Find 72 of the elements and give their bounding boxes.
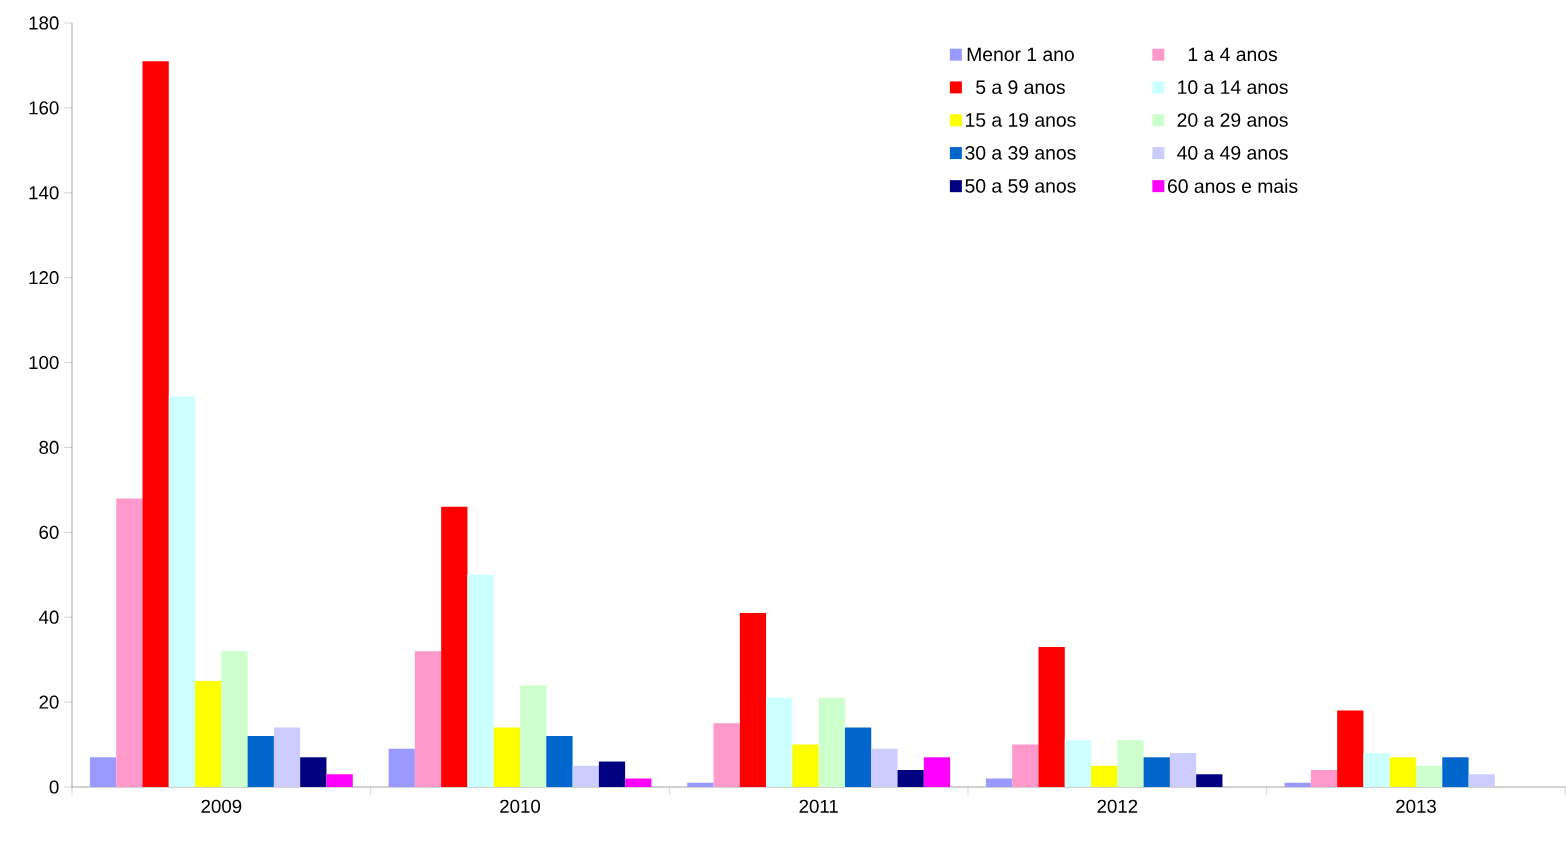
bar	[441, 506, 468, 787]
bar	[871, 748, 898, 787]
bar	[572, 765, 599, 787]
y-tick-label: 140	[29, 186, 59, 200]
x-tick-label: 2011	[799, 799, 838, 813]
bar	[985, 778, 1013, 787]
bar	[844, 727, 872, 787]
y-tick-label: 80	[39, 440, 59, 455]
bar	[1169, 753, 1197, 787]
bar	[687, 782, 714, 787]
bar	[116, 498, 143, 787]
x-tick-label: 2013	[1396, 799, 1436, 813]
x-tick-label: 2009	[201, 799, 242, 813]
bar	[300, 757, 327, 787]
y-tick-label: 40	[38, 610, 59, 624]
bar	[1442, 757, 1469, 787]
bar	[792, 744, 819, 787]
bar	[1389, 757, 1417, 787]
bar	[713, 723, 740, 787]
bar	[1284, 782, 1311, 787]
y-tick-label: 60	[39, 525, 59, 539]
legend-label: 60 anos e mais	[1168, 178, 1298, 194]
bar	[1038, 646, 1065, 787]
y-tick-label: 20	[39, 695, 59, 709]
bar	[168, 396, 196, 787]
bar	[766, 697, 793, 787]
bar	[221, 651, 248, 787]
bar	[89, 757, 117, 787]
legend-label: 15 a 19 anos	[966, 113, 1076, 127]
bar	[818, 697, 845, 787]
legend-label: 50 a 59 anos	[965, 179, 1076, 193]
x-tick-label: 2010	[500, 799, 541, 813]
bar	[1143, 757, 1170, 787]
bar	[388, 748, 415, 787]
legend-label: 30 a 39 anos	[965, 145, 1076, 160]
bar	[195, 680, 222, 787]
bar	[247, 736, 274, 787]
legend-label: 20 a 29 anos	[1177, 113, 1288, 127]
bar	[520, 685, 547, 787]
bar	[414, 651, 442, 787]
bar	[923, 757, 951, 787]
bar	[273, 727, 301, 787]
bar	[1363, 753, 1390, 787]
bar	[326, 774, 353, 787]
bar	[1091, 765, 1118, 787]
y-tick-label: 0	[49, 780, 59, 794]
y-tick-label: 160	[29, 101, 59, 115]
legend-label: Menor 1 ano	[967, 47, 1074, 62]
bar	[1117, 740, 1144, 787]
bar	[546, 736, 573, 787]
legend-label: 40 a 49 anos	[1177, 145, 1288, 160]
bar	[1337, 710, 1364, 787]
x-tick-label: 2012	[1097, 799, 1138, 813]
y-tick-label: 180	[29, 16, 59, 30]
legend-label: 5 a 9 anos	[976, 80, 1065, 95]
bar	[1064, 740, 1092, 787]
bar	[739, 612, 767, 787]
bar	[897, 770, 924, 787]
bar	[598, 761, 626, 787]
y-tick-label: 100	[29, 355, 59, 370]
bar	[1196, 774, 1223, 787]
bar	[1310, 770, 1338, 787]
bar	[625, 778, 652, 787]
bar	[1468, 774, 1495, 787]
bar	[1416, 765, 1443, 787]
bar	[142, 61, 169, 787]
bar	[1012, 744, 1039, 787]
bar	[493, 727, 521, 787]
legend-label: 10 a 14 anos	[1178, 80, 1288, 95]
bar	[467, 574, 494, 787]
y-tick-label: 120	[29, 271, 59, 285]
legend-label: 1 a 4 anos	[1188, 47, 1277, 62]
